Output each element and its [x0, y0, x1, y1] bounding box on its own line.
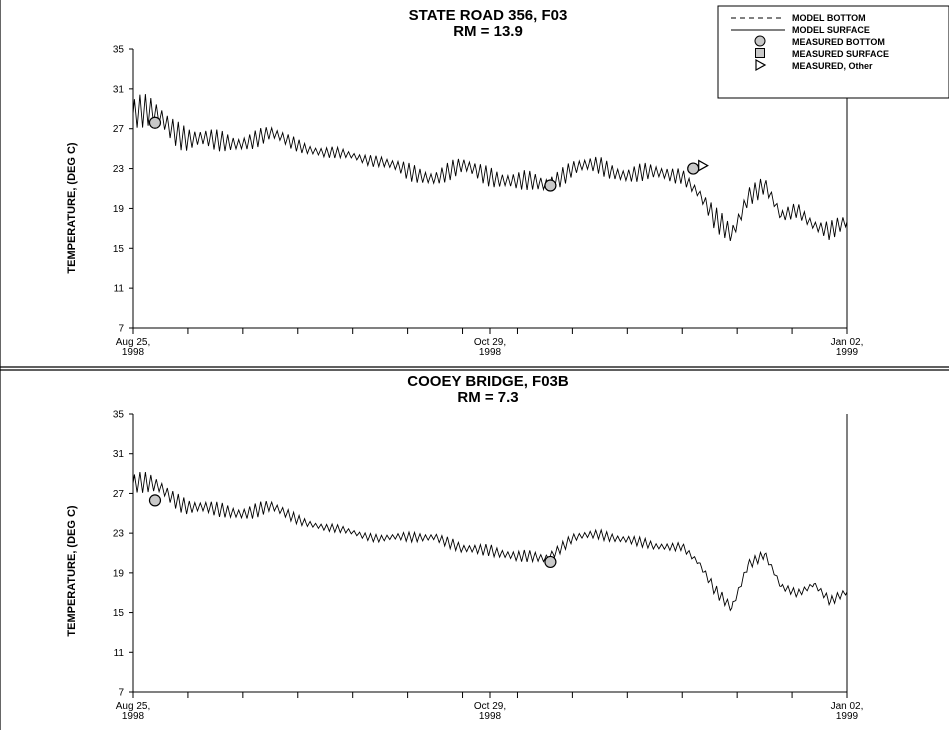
x-tick-label: Oct 29, — [474, 337, 506, 348]
y-tick-label: 7 — [118, 324, 124, 335]
y-tick-label: 23 — [113, 164, 125, 175]
x-tick-label: 1999 — [836, 347, 859, 358]
y-tick-label: 19 — [113, 568, 125, 579]
measured-other-point — [698, 159, 709, 172]
legend-label: MEASURED SURFACE — [792, 49, 889, 59]
chart-title: COOEY BRIDGE, F03B — [407, 373, 569, 390]
chart-panel-cooey-bridge: COOEY BRIDGE, F03B RM = 7.3 TEMPERATURE,… — [66, 373, 863, 722]
y-tick-label: 27 — [113, 124, 125, 135]
legend-label: MEASURED BOTTOM — [792, 37, 885, 47]
x-tick-label: Jan 02, — [831, 337, 864, 348]
x-tick-label: 1999 — [836, 711, 859, 722]
y-axis-label: TEMPERATURE, (DEG C) — [66, 142, 78, 274]
measured-bottom-point — [687, 162, 700, 175]
y-tick-label: 19 — [113, 204, 125, 215]
x-tick-label: Aug 25, — [116, 701, 150, 712]
y-tick-label: 27 — [113, 489, 125, 500]
chart-panel-state-road: STATE ROAD 356, F03 RM = 13.9 TEMPERATUR… — [66, 7, 863, 358]
y-tick-label: 31 — [113, 449, 125, 460]
x-tick-label: 1998 — [122, 347, 145, 358]
legend-label: MEASURED, Other — [792, 61, 873, 71]
legend-label: MODEL SURFACE — [792, 25, 870, 35]
y-axis-label: TEMPERATURE, (DEG C) — [66, 505, 78, 637]
markers-layer — [148, 494, 557, 569]
y-tick-label: 11 — [114, 648, 125, 659]
x-tick-label: 1998 — [479, 711, 502, 722]
y-tick-label: 11 — [114, 284, 125, 295]
x-tick-label: 1998 — [122, 711, 145, 722]
series-layer — [132, 471, 848, 612]
x-tick-label: Aug 25, — [116, 337, 150, 348]
x-tick-label: Jan 02, — [831, 701, 864, 712]
legend-symbol-circle — [754, 35, 766, 47]
chart-subtitle: RM = 7.3 — [457, 389, 518, 406]
series-layer — [132, 94, 848, 241]
series-line-model-surface — [132, 471, 848, 612]
y-tick-label: 15 — [113, 608, 125, 619]
legend-label: MODEL BOTTOM — [792, 13, 866, 23]
y-tick-label: 35 — [113, 45, 125, 56]
chart-subtitle: RM = 13.9 — [453, 23, 523, 40]
measured-bottom-point — [544, 179, 557, 192]
legend-symbol-square — [755, 48, 765, 58]
y-tick-label: 15 — [113, 244, 125, 255]
legend-symbol-triangle — [755, 58, 767, 72]
y-tick-label: 23 — [113, 529, 125, 540]
measured-bottom-point — [148, 494, 162, 507]
x-tick-label: Oct 29, — [474, 701, 506, 712]
chart-title: STATE ROAD 356, F03 — [409, 7, 568, 24]
measured-bottom-point — [148, 116, 162, 129]
markers-layer — [148, 116, 709, 192]
series-line-model-surface — [132, 94, 848, 241]
y-tick-label: 7 — [118, 688, 124, 699]
measured-bottom-point — [544, 555, 557, 569]
y-tick-label: 31 — [113, 84, 125, 95]
legend: MODEL BOTTOM MODEL SURFACE MEASURED BOTT… — [717, 5, 949, 99]
x-tick-label: 1998 — [479, 347, 502, 358]
y-tick-label: 35 — [113, 410, 125, 421]
